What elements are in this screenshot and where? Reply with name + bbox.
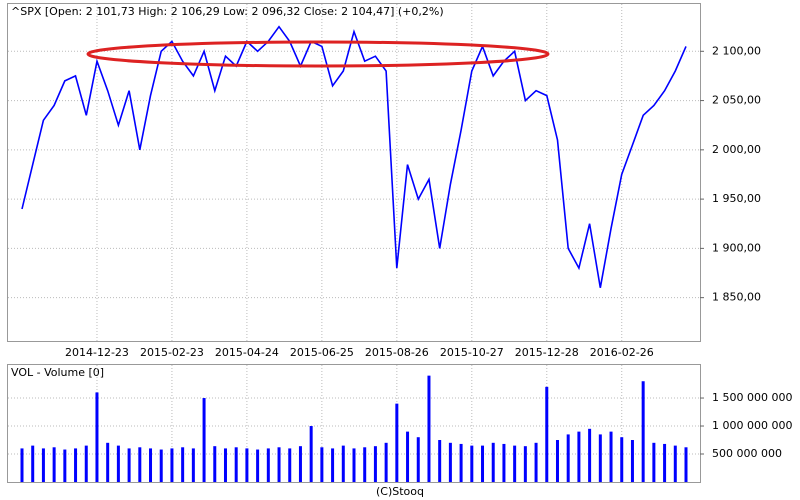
volume-bar (481, 445, 485, 482)
volume-bar (673, 445, 677, 482)
volume-bar (63, 449, 67, 482)
volume-bar (341, 445, 345, 482)
volume-bar (352, 448, 356, 482)
y-tick-label: 2 050,00 (712, 94, 761, 107)
volume-bar (448, 442, 452, 482)
volume-bar (534, 442, 538, 482)
volume-bar (245, 448, 249, 482)
volume-bar (298, 446, 302, 482)
x-tick-label: 2014-12-23 (65, 346, 129, 359)
volume-bar (395, 403, 399, 482)
volume-bar (320, 447, 324, 482)
volume-plot: 500 000 000 1 000 000 000 1 500 000 000 (8, 365, 792, 482)
volume-bar (523, 446, 527, 482)
x-tick-label: 2015-06-25 (290, 346, 354, 359)
volume-bar (566, 434, 570, 482)
volume-bar (106, 442, 110, 482)
y-tick-label: 1 850,00 (712, 291, 761, 304)
highlight-ellipse (86, 40, 550, 68)
price-title: ^SPX [Open: 2 101,73 High: 2 106,29 Low:… (11, 5, 444, 18)
volume-bar (95, 392, 99, 482)
volume-bar (223, 448, 227, 482)
volume-bar (470, 445, 474, 482)
volume-bar (138, 447, 142, 482)
volume-bar (116, 445, 120, 482)
volume-bar (181, 447, 185, 482)
volume-title: VOL - Volume [0] (11, 366, 104, 379)
volume-bar (588, 428, 592, 482)
volume-bar (159, 449, 163, 482)
volume-bar (545, 386, 549, 482)
volume-bar (491, 442, 495, 482)
x-tick-label: 2015-12-28 (515, 346, 579, 359)
volume-bar (84, 445, 88, 482)
volume-bar (331, 448, 335, 482)
volume-bar (555, 440, 559, 482)
volume-bar (598, 434, 602, 482)
price-line (21, 25, 687, 288)
volume-bar (288, 448, 292, 482)
volume-bar (502, 443, 506, 482)
y-tick-label: 500 000 000 (712, 447, 782, 460)
price-plot: 1 850,00 1 900,00 1 950,00 2 000,00 2 050,00… (8, 4, 761, 359)
volume-bar (427, 375, 431, 482)
volume-bar (609, 431, 613, 482)
volume-bar (438, 440, 442, 482)
volume-bar (170, 448, 174, 482)
volume-bar (373, 446, 377, 482)
volume-bar (41, 448, 45, 482)
volume-bar (416, 437, 420, 482)
x-tick-label: 2015-08-26 (365, 346, 429, 359)
volume-bar (31, 445, 35, 482)
volume-bar (309, 426, 313, 482)
volume-bar (641, 381, 645, 482)
volume-panel (7, 364, 701, 483)
x-tick-label: 2015-02-23 (140, 346, 204, 359)
price-panel (7, 3, 701, 342)
volume-bar (149, 448, 153, 482)
volume-bar (234, 447, 238, 482)
volume-bar (202, 398, 206, 482)
volume-bar (20, 448, 24, 482)
y-tick-label: 2 000,00 (712, 143, 761, 156)
y-tick-label: 1 950,00 (712, 192, 761, 205)
volume-bar (213, 446, 217, 482)
y-tick-label: 1 000 000 000 (712, 419, 792, 432)
footer: (C)Stooq (376, 485, 424, 498)
volume-bar (513, 445, 517, 482)
volume-bar (127, 448, 131, 482)
volume-bar (663, 443, 667, 482)
volume-bar (277, 447, 281, 482)
volume-bar (577, 431, 581, 482)
volume-bar (652, 442, 656, 482)
volume-bar (52, 447, 56, 482)
x-tick-label: 2015-10-27 (440, 346, 504, 359)
y-tick-label: 1 900,00 (712, 241, 761, 254)
volume-bar (191, 448, 195, 482)
volume-bar (363, 447, 367, 482)
volume-bar (630, 440, 634, 482)
x-tick-label: 2015-04-24 (215, 346, 279, 359)
volume-bar (406, 431, 410, 482)
volume-bar (684, 447, 688, 482)
volume-bar (74, 448, 78, 482)
y-tick-label: 1 500 000 000 (712, 391, 792, 404)
volume-bar (384, 442, 388, 482)
volume-bar (459, 443, 463, 482)
volume-bar (266, 448, 270, 482)
volume-bar (620, 437, 624, 482)
y-tick-label: 2 100,00 (712, 44, 761, 57)
volume-bar (256, 449, 260, 482)
x-tick-label: 2016-02-26 (590, 346, 654, 359)
